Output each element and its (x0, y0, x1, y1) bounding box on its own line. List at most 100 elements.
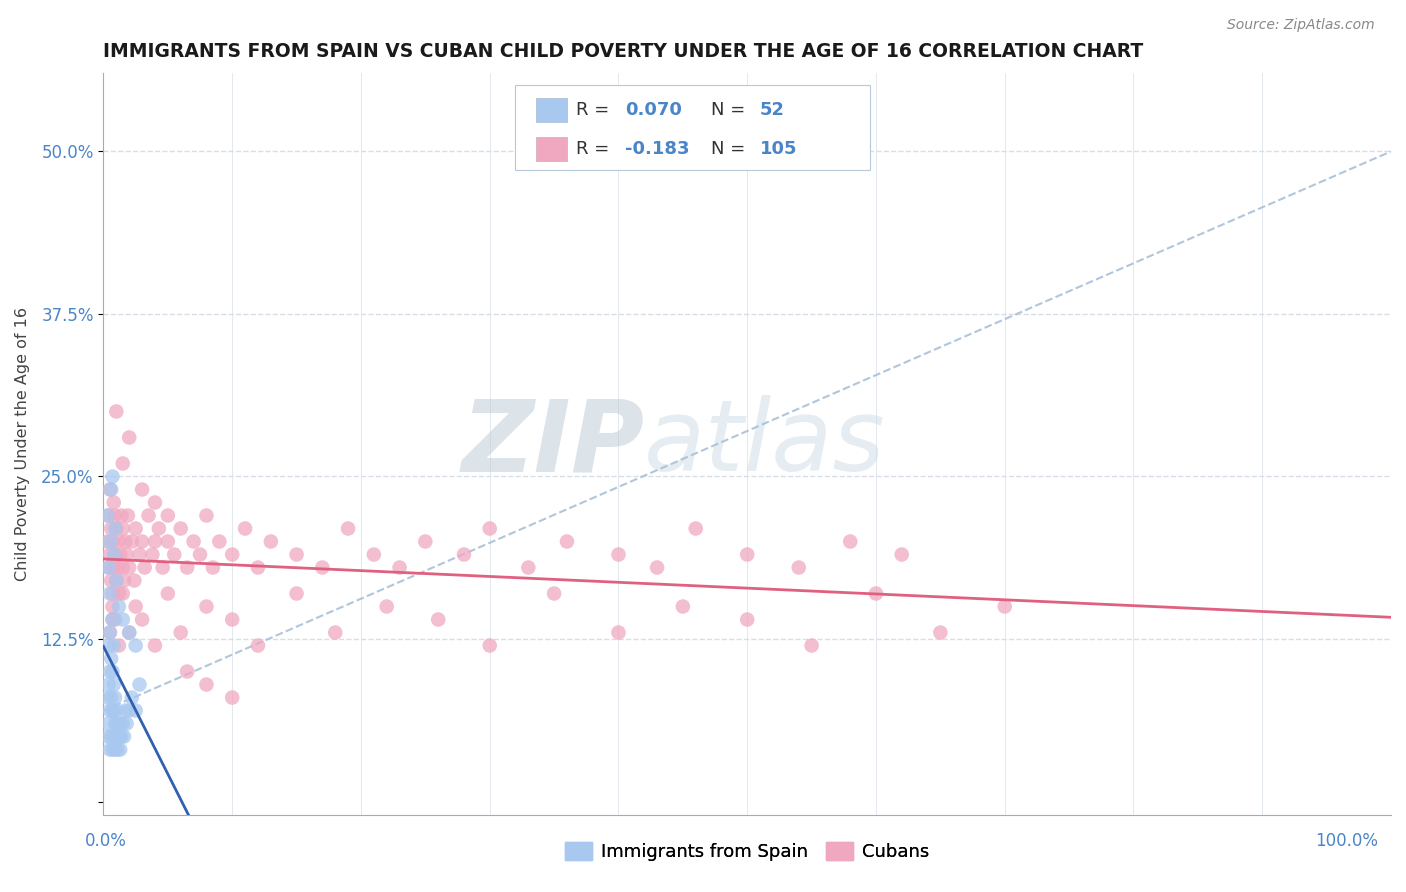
Point (103, 548, 125, 562)
Point (929, 625, 952, 640)
Point (103, 560, 125, 574)
Point (176, 665, 198, 679)
Point (100, 651, 122, 665)
Point (143, 639, 166, 653)
Point (115, 716, 138, 731)
Point (101, 704, 124, 718)
Point (118, 704, 141, 718)
Point (246, 639, 269, 653)
Point (517, 560, 540, 574)
FancyBboxPatch shape (536, 98, 567, 122)
Point (110, 730, 132, 744)
Point (97, 560, 120, 574)
Point (114, 704, 136, 718)
Point (104, 508, 127, 523)
Point (101, 599, 124, 614)
Point (104, 548, 127, 562)
Point (100, 730, 122, 744)
Point (105, 521, 128, 535)
Point (128, 548, 150, 562)
Point (124, 521, 146, 535)
Point (121, 690, 143, 705)
Point (337, 521, 360, 535)
Point (97, 508, 120, 523)
Text: IMMIGRANTS FROM SPAIN VS CUBAN CHILD POVERTY UNDER THE AGE OF 16 CORRELATION CHA: IMMIGRANTS FROM SPAIN VS CUBAN CHILD POV… (104, 42, 1143, 61)
Point (143, 534, 166, 549)
Point (98, 704, 121, 718)
Point (108, 548, 131, 562)
Point (104, 521, 127, 535)
Point (221, 613, 243, 627)
Point (101, 586, 124, 600)
Point (96, 730, 118, 744)
Point (607, 548, 630, 562)
Point (97, 677, 120, 691)
Point (103, 730, 125, 744)
Point (98, 483, 121, 497)
Point (156, 508, 179, 523)
Point (100, 574, 122, 588)
Point (111, 521, 134, 535)
Point (138, 508, 160, 523)
Text: 100.0%: 100.0% (1316, 831, 1378, 849)
Point (131, 534, 153, 549)
Point (156, 534, 179, 549)
Point (607, 625, 630, 640)
Text: 0.0%: 0.0% (84, 831, 127, 849)
Point (100, 483, 122, 497)
Text: -0.183: -0.183 (624, 140, 689, 158)
Point (478, 639, 501, 653)
Point (101, 665, 124, 679)
Point (111, 613, 134, 627)
Point (163, 548, 186, 562)
Point (107, 716, 129, 731)
Point (98, 742, 121, 756)
Point (101, 534, 124, 549)
Point (183, 534, 205, 549)
Point (208, 534, 231, 549)
Point (156, 586, 179, 600)
Point (101, 742, 124, 756)
Point (101, 613, 124, 627)
Point (96, 534, 118, 549)
Point (134, 560, 156, 574)
Point (115, 548, 138, 562)
Point (101, 469, 124, 483)
Point (114, 534, 136, 549)
Point (994, 599, 1017, 614)
Point (363, 548, 385, 562)
Point (104, 742, 127, 756)
Point (98, 548, 121, 562)
Point (233, 521, 256, 535)
Point (152, 560, 174, 574)
Point (453, 548, 475, 562)
Point (100, 521, 122, 535)
Point (427, 613, 450, 627)
Point (103, 639, 125, 653)
Point (112, 730, 135, 744)
Point (735, 548, 758, 562)
Point (131, 613, 153, 627)
Point (285, 586, 308, 600)
Point (105, 404, 128, 418)
Point (98, 625, 121, 640)
Point (188, 548, 211, 562)
Point (108, 716, 131, 731)
Point (221, 548, 243, 562)
Point (98, 665, 121, 679)
Text: ZIP: ZIP (461, 395, 644, 492)
Point (124, 704, 146, 718)
Point (148, 521, 170, 535)
Point (105, 704, 128, 718)
Point (195, 508, 218, 523)
Point (111, 457, 134, 471)
Point (111, 560, 134, 574)
Point (839, 534, 862, 549)
Point (111, 716, 134, 731)
Point (101, 613, 124, 627)
Point (96, 508, 118, 523)
Point (103, 677, 125, 691)
Point (478, 521, 501, 535)
Point (141, 548, 163, 562)
Point (105, 574, 128, 588)
